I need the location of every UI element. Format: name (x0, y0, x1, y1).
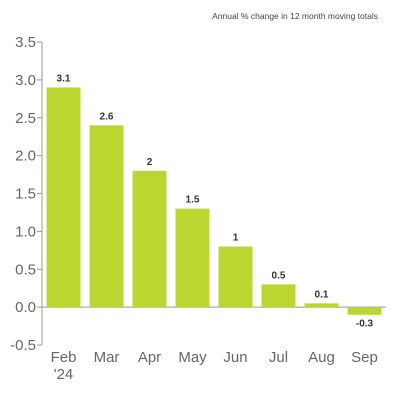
x-tick-label: May (178, 349, 207, 366)
y-tick-label: 0.0 (15, 299, 36, 316)
data-label: 2.6 (100, 111, 114, 122)
x-tick-label: Apr (138, 349, 161, 366)
data-labels: 3.1 2.6 2 1.5 1 0.5 0.1 -0.3 (57, 73, 374, 329)
data-label: 1 (233, 233, 239, 244)
data-label: 1.5 (186, 195, 200, 206)
y-tick-label: -0.5 (10, 337, 36, 354)
data-label: 2 (147, 157, 153, 168)
y-tick-label: 2.0 (15, 148, 36, 165)
bar (261, 284, 296, 308)
bar (46, 87, 81, 308)
x-tick-label: Jul (269, 349, 288, 366)
y-tick-label: 3.0 (15, 72, 36, 89)
data-label: 0.5 (272, 270, 286, 281)
x-tick-label: '24 (54, 366, 74, 383)
x-tick-label: Sep (351, 349, 378, 366)
data-label: 3.1 (57, 73, 71, 84)
bar (347, 307, 382, 315)
bar (218, 246, 253, 308)
bar (175, 208, 210, 308)
y-tick-label: 3.5 (15, 34, 36, 51)
bar (132, 170, 167, 308)
bar (304, 303, 339, 308)
bars (46, 87, 382, 315)
y-tick-label: 1.5 (15, 186, 36, 203)
x-tick-label: Aug (308, 349, 335, 366)
data-label: -0.3 (356, 319, 374, 330)
bar (89, 125, 124, 308)
data-label: 0.1 (315, 289, 329, 300)
y-tick-label: 0.5 (15, 261, 36, 278)
y-tick-label: 1.0 (15, 223, 36, 240)
x-tick-label: Feb (51, 349, 77, 366)
x-axis: Feb'24 Mar Apr May Jun Jul Aug Sep (51, 349, 378, 383)
y-axis: -0.5 0.0 0.5 1.0 1.5 2.0 2.5 3.0 3.5 (10, 34, 386, 354)
x-tick-label: Mar (94, 349, 120, 366)
x-tick-label: Jun (223, 349, 247, 366)
y-tick-label: 2.5 (15, 110, 36, 127)
chart-subtitle: Annual % change in 12 month moving total… (212, 11, 378, 21)
